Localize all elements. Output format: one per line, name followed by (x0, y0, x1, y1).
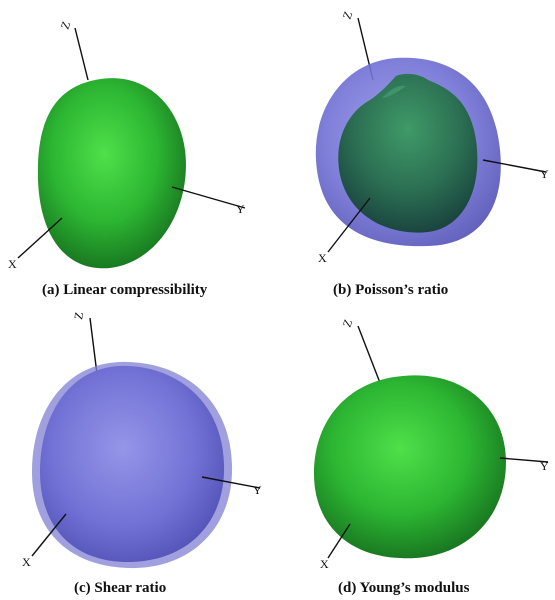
panel-linear-compressibility: Z Y X (0, 0, 278, 280)
panel-youngs-modulus: Z Y X (278, 300, 555, 580)
axis-y-label: Y (540, 459, 549, 473)
axis-z-label: Z (58, 19, 74, 31)
axis-x-label: X (320, 557, 329, 571)
axis-y: Y (500, 458, 549, 473)
axis-x-label: X (318, 251, 327, 265)
axis-z: Z (58, 19, 88, 80)
caption-youngs-modulus: (d) Young’s modulus (338, 580, 469, 597)
caption-poissons-ratio: (b) Poisson’s ratio (333, 282, 448, 299)
axis-x-label: X (22, 555, 31, 569)
axis-z-label: Z (340, 317, 356, 329)
axis-x: X (8, 218, 62, 271)
linear-compressibility-surface (38, 78, 186, 268)
axis-y-label: Y (236, 202, 245, 216)
panel-shear-ratio: Z Y X (0, 300, 278, 580)
panel-poissons-ratio: Z Y X (278, 0, 555, 280)
axis-y-label: Y (540, 167, 549, 181)
shear-ratio-surface (40, 366, 224, 562)
axis-z-label: Z (71, 311, 86, 321)
axis-z: Z (340, 317, 382, 388)
axis-z-label: Z (340, 9, 356, 21)
caption-shear-ratio: (c) Shear ratio (74, 580, 166, 597)
axis-x-label: X (8, 257, 17, 271)
axis-y-label: Y (253, 483, 262, 497)
youngs-modulus-surface (314, 375, 506, 558)
caption-linear-compressibility: (a) Linear compressibility (42, 282, 207, 299)
